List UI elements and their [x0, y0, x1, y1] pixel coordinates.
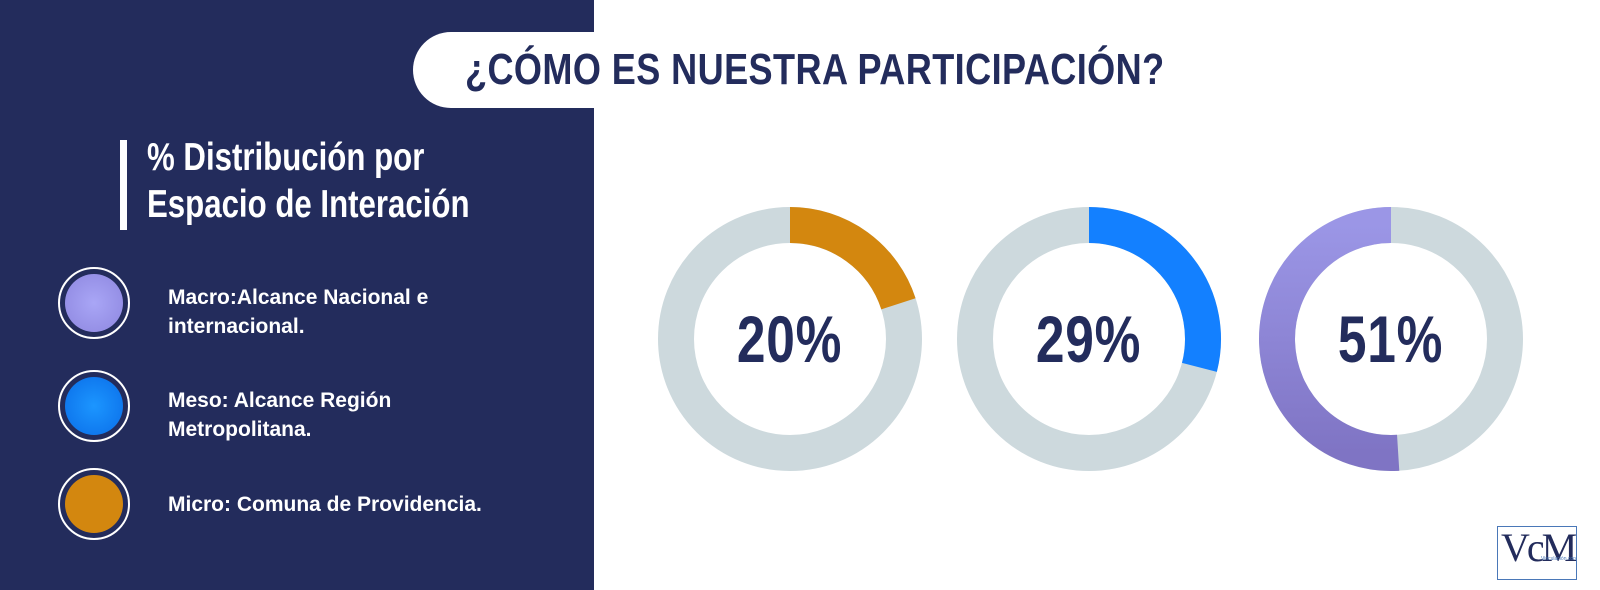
chart-subtitle: % Distribución por Espacio de Interación — [147, 136, 470, 226]
donut-macro-value-label: 51% — [1338, 302, 1444, 376]
donut-meso-value-label: 29% — [1036, 302, 1142, 376]
donut-chart-meso: 29% — [956, 206, 1222, 472]
subtitle-accent-bar — [120, 140, 127, 230]
donut-macro-arc — [1259, 207, 1400, 471]
legend-dot-meso-icon — [58, 370, 130, 442]
donut-meso-arc — [1088, 207, 1221, 372]
legend-label-macro: Macro:Alcance Nacional e internacional. — [168, 286, 429, 338]
logo-small-text: Vinculación con el Medio Universidad Aut… — [1541, 556, 1577, 562]
donut-micro-arc — [789, 207, 916, 310]
donut-micro-value-label: 20% — [737, 302, 843, 376]
logo-letters: VcM — [1501, 525, 1577, 570]
legend-dot-micro-icon — [58, 468, 130, 540]
legend-item-macro: Macro:Alcance Nacional e internacional. — [58, 267, 598, 347]
title-pill — [413, 32, 1600, 108]
legend-item-micro: Micro: Comuna de Providencia. — [58, 468, 598, 548]
donut-chart-micro: 20% — [657, 206, 923, 472]
donut-chart-macro: 51% — [1258, 206, 1524, 472]
donut-micro-svg — [658, 207, 922, 471]
page-title: ¿CÓMO ES NUESTRA PARTICIPACIÓN? — [465, 45, 1165, 94]
legend-label-micro: Micro: Comuna de Providencia. — [168, 493, 482, 516]
vcm-logo: VcM Vinculación con el Medio Universidad… — [1497, 526, 1579, 582]
legend-label-meso: Meso: Alcance Región Metropolitana. — [168, 389, 392, 441]
legend-item-meso: Meso: Alcance Región Metropolitana. — [58, 370, 598, 450]
donut-meso-svg — [957, 207, 1221, 471]
logo-frame — [1497, 526, 1577, 580]
donut-macro-svg — [1259, 207, 1523, 471]
legend-dot-macro-icon — [58, 267, 130, 339]
